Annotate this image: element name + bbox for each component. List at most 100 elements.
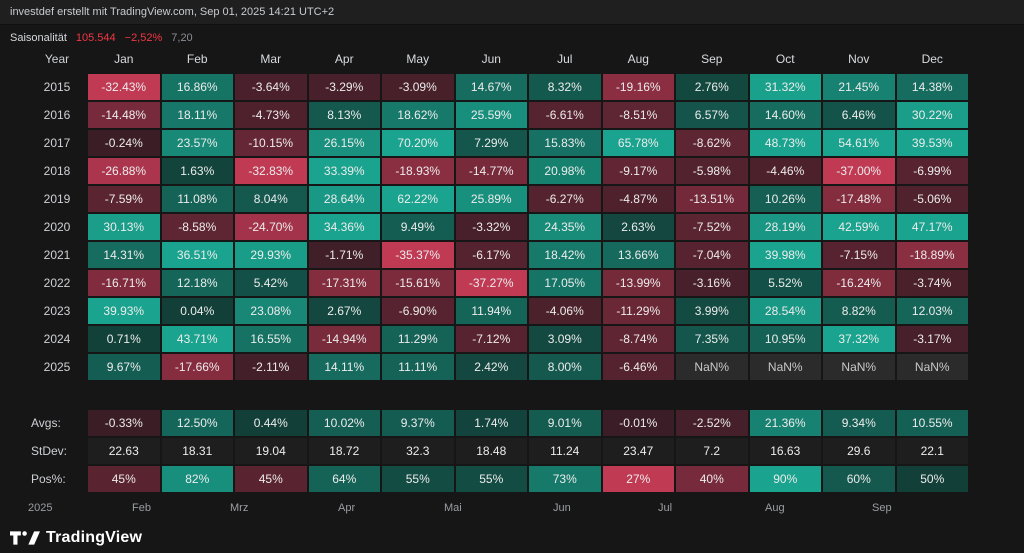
brand-footer: TradingView: [10, 529, 142, 547]
avg-cell: 10.55%: [896, 410, 968, 436]
column-header: Year: [44, 52, 70, 66]
heatmap-cell: 8.04%: [235, 186, 307, 212]
heatmap-cell: -8.74%: [602, 326, 674, 352]
row-label: 2022: [43, 276, 71, 290]
axis-label: Mai: [444, 502, 462, 514]
heatmap-cell: -6.90%: [382, 298, 454, 324]
heatmap-cell: 23.57%: [161, 130, 233, 156]
heatmap-cell: 62.22%: [382, 186, 454, 212]
heatmap-cell: 14.31%: [88, 242, 160, 268]
heatmap-cell: 9.67%: [88, 354, 160, 380]
heatmap-cell: 48.73%: [749, 130, 821, 156]
heatmap-cell: 70.20%: [382, 130, 454, 156]
heatmap-cell: 18.62%: [382, 102, 454, 128]
heatmap-cell: -13.99%: [602, 270, 674, 296]
row-label: 2015: [43, 80, 71, 94]
column-header: Nov: [848, 52, 870, 66]
heatmap-cell: -4.06%: [529, 298, 601, 324]
heatmap-cell: 16.86%: [161, 74, 233, 100]
row-label-avgs: Avgs:: [31, 416, 61, 430]
row-label: 2019: [43, 192, 71, 206]
heatmap-cell: -37.00%: [823, 158, 895, 184]
heatmap-cell: 30.13%: [88, 214, 160, 240]
heatmap-cell: -24.70%: [235, 214, 307, 240]
pos-cell: 45%: [235, 466, 307, 492]
avg-cell: 9.34%: [823, 410, 895, 436]
heatmap-cell: -1.71%: [308, 242, 380, 268]
row-label: 2021: [43, 248, 71, 262]
heatmap-cell: -9.17%: [602, 158, 674, 184]
column-header: May: [406, 52, 430, 66]
heatmap-cell: -8.62%: [676, 130, 748, 156]
avg-cell: 9.01%: [529, 410, 601, 436]
heatmap-cell: -13.51%: [676, 186, 748, 212]
column-header: Jul: [557, 52, 573, 66]
axis-label: Feb: [132, 502, 151, 514]
heatmap-cell: 47.17%: [896, 214, 968, 240]
row-label: 2024: [43, 332, 71, 346]
heatmap-cell: 33.39%: [308, 158, 380, 184]
heatmap-cell: -3.29%: [308, 74, 380, 100]
column-header: Feb: [186, 52, 208, 66]
heatmap-cell: 54.61%: [823, 130, 895, 156]
heatmap-cell: -7.12%: [455, 326, 527, 352]
heatmap-cell: 42.59%: [823, 214, 895, 240]
heatmap-cell: NaN%: [823, 354, 895, 380]
avg-cell: 1.74%: [455, 410, 527, 436]
heatmap-cell: 23.08%: [235, 298, 307, 324]
heatmap-cell: 8.00%: [529, 354, 601, 380]
heatmap-cell: 39.98%: [749, 242, 821, 268]
heatmap-cell: 0.04%: [161, 298, 233, 324]
axis-label: 2025: [28, 502, 53, 514]
stdev-cell: 23.47: [602, 438, 674, 464]
column-header: Sep: [701, 52, 723, 66]
heatmap-cell: 43.71%: [161, 326, 233, 352]
heatmap-cell: NaN%: [896, 354, 968, 380]
heatmap-cell: 17.05%: [529, 270, 601, 296]
heatmap-cell: -7.04%: [676, 242, 748, 268]
heatmap-cell: 31.32%: [749, 74, 821, 100]
heatmap-cell: 30.22%: [896, 102, 968, 128]
heatmap-cell: 8.13%: [308, 102, 380, 128]
stdev-cell: 11.24: [529, 438, 601, 464]
heatmap-cell: 37.32%: [823, 326, 895, 352]
avg-cell: -0.33%: [88, 410, 160, 436]
heatmap-cell: -18.93%: [382, 158, 454, 184]
heatmap-cell: 6.46%: [823, 102, 895, 128]
heatmap-cell: -4.87%: [602, 186, 674, 212]
heatmap-cell: 5.42%: [235, 270, 307, 296]
row-label-stdev: StDev:: [31, 444, 68, 458]
heatmap-cell: 8.82%: [823, 298, 895, 324]
column-header: Dec: [921, 52, 943, 66]
column-header: Jun: [481, 52, 501, 66]
heatmap-cell: 2.42%: [455, 354, 527, 380]
heatmap-cell: 29.93%: [235, 242, 307, 268]
stdev-cell: 29.6: [823, 438, 895, 464]
heatmap-cell: -5.98%: [676, 158, 748, 184]
heatmap-cell: 28.54%: [749, 298, 821, 324]
heatmap-cell: 14.67%: [455, 74, 527, 100]
row-label: 2025: [43, 360, 71, 374]
heatmap-cell: -32.83%: [235, 158, 307, 184]
heatmap-cell: -19.16%: [602, 74, 674, 100]
stdev-cell: 16.63: [749, 438, 821, 464]
heatmap-cell: -26.88%: [88, 158, 160, 184]
heatmap-cell: 12.03%: [896, 298, 968, 324]
heatmap-cell: 2.67%: [308, 298, 380, 324]
heatmap-cell: NaN%: [676, 354, 748, 380]
heatmap-cell: 6.57%: [676, 102, 748, 128]
row-label: 2018: [43, 164, 71, 178]
stdev-cell: 22.1: [896, 438, 968, 464]
heatmap-cell: 65.78%: [602, 130, 674, 156]
column-header: Mar: [260, 52, 282, 66]
column-header: Aug: [627, 52, 649, 66]
column-header: Oct: [775, 52, 795, 66]
heatmap-cell: -0.24%: [88, 130, 160, 156]
heatmap-cell: 11.11%: [382, 354, 454, 380]
heatmap-cell: -14.77%: [455, 158, 527, 184]
axis-label: Jul: [658, 502, 673, 514]
heatmap-cell: -5.06%: [896, 186, 968, 212]
heatmap-cell: -3.17%: [896, 326, 968, 352]
heatmap-cell: 11.29%: [382, 326, 454, 352]
heatmap-cell: 28.64%: [308, 186, 380, 212]
